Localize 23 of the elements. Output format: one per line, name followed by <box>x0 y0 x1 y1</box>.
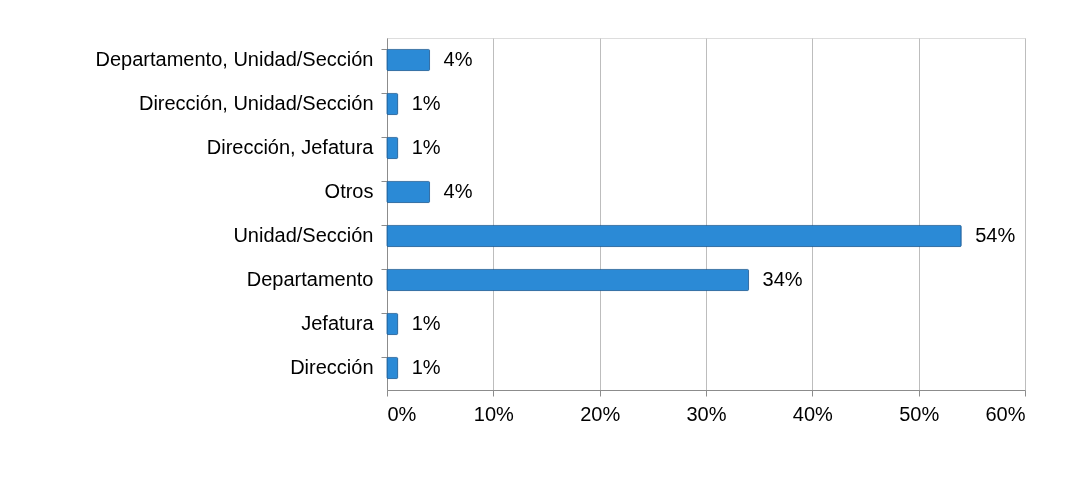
data-label: 4% <box>443 180 473 202</box>
y-tick-label: Jefatura <box>301 312 375 334</box>
y-tick-label: Departamento <box>246 268 374 290</box>
x-tick-label: 30% <box>686 402 727 425</box>
y-tick-label: Otros <box>324 180 374 202</box>
y-tick-label: Dirección, Unidad/Sección <box>138 92 374 114</box>
y-tick-label: Unidad/Sección <box>233 224 374 246</box>
x-tick-label: 50% <box>899 402 940 425</box>
data-label: 4% <box>443 48 473 70</box>
data-label: 1% <box>411 312 441 334</box>
x-tick-label: 10% <box>473 402 515 425</box>
y-tick-label: Departamento, Unidad/Sección <box>95 48 374 70</box>
x-tick-label: 0% <box>387 402 417 425</box>
data-label: 1% <box>411 356 441 378</box>
data-label: 54% <box>975 224 1016 246</box>
x-tick-label: 20% <box>580 402 621 425</box>
y-tick-label: Dirección, Jefatura <box>206 136 375 158</box>
x-tick-label: 40% <box>792 402 834 425</box>
data-label: 1% <box>411 136 441 158</box>
data-label: 1% <box>411 92 441 114</box>
x-tick-label: 60% <box>985 402 1026 425</box>
y-tick-label: Dirección <box>290 356 374 378</box>
data-label: 34% <box>762 268 803 290</box>
